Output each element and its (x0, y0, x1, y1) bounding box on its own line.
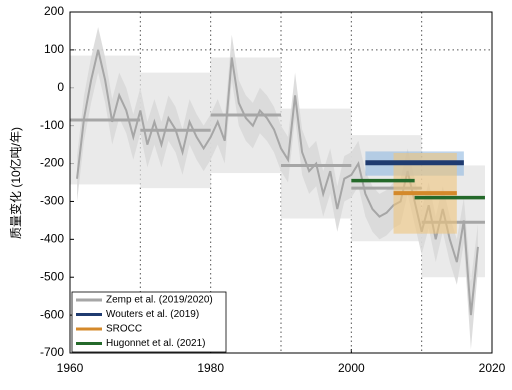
y-tick-label: -300 (40, 194, 64, 208)
x-tick-label: 2000 (338, 361, 365, 375)
legend-label: Zemp et al. (2019/2020) (106, 295, 213, 306)
y-tick-label: -700 (40, 345, 64, 359)
y-tick-label: -400 (40, 232, 64, 246)
y-axis-label: 质量变化 (10亿吨/年) (8, 127, 23, 239)
x-tick-label: 1980 (197, 361, 224, 375)
y-tick-label: -100 (40, 118, 64, 132)
x-tick-label: 2020 (479, 361, 506, 375)
y-tick-label: 0 (57, 80, 64, 94)
x-tick-label: 1960 (57, 361, 84, 375)
plot-frame (69, 11, 493, 354)
y-tick-label: 100 (44, 42, 64, 56)
y-tick-label: -200 (40, 156, 64, 170)
legend-label: SROCC (106, 324, 142, 335)
y-tick-label: -500 (40, 269, 64, 283)
y-tick-label: -600 (40, 307, 64, 321)
legend: Zemp et al. (2019/2020) Wouters et al. (2… (71, 291, 227, 353)
legend-label: Hugonnet et al. (2021) (106, 338, 206, 349)
y-tick-label: 200 (44, 4, 64, 18)
legend-label: Wouters et al. (2019) (106, 309, 199, 320)
